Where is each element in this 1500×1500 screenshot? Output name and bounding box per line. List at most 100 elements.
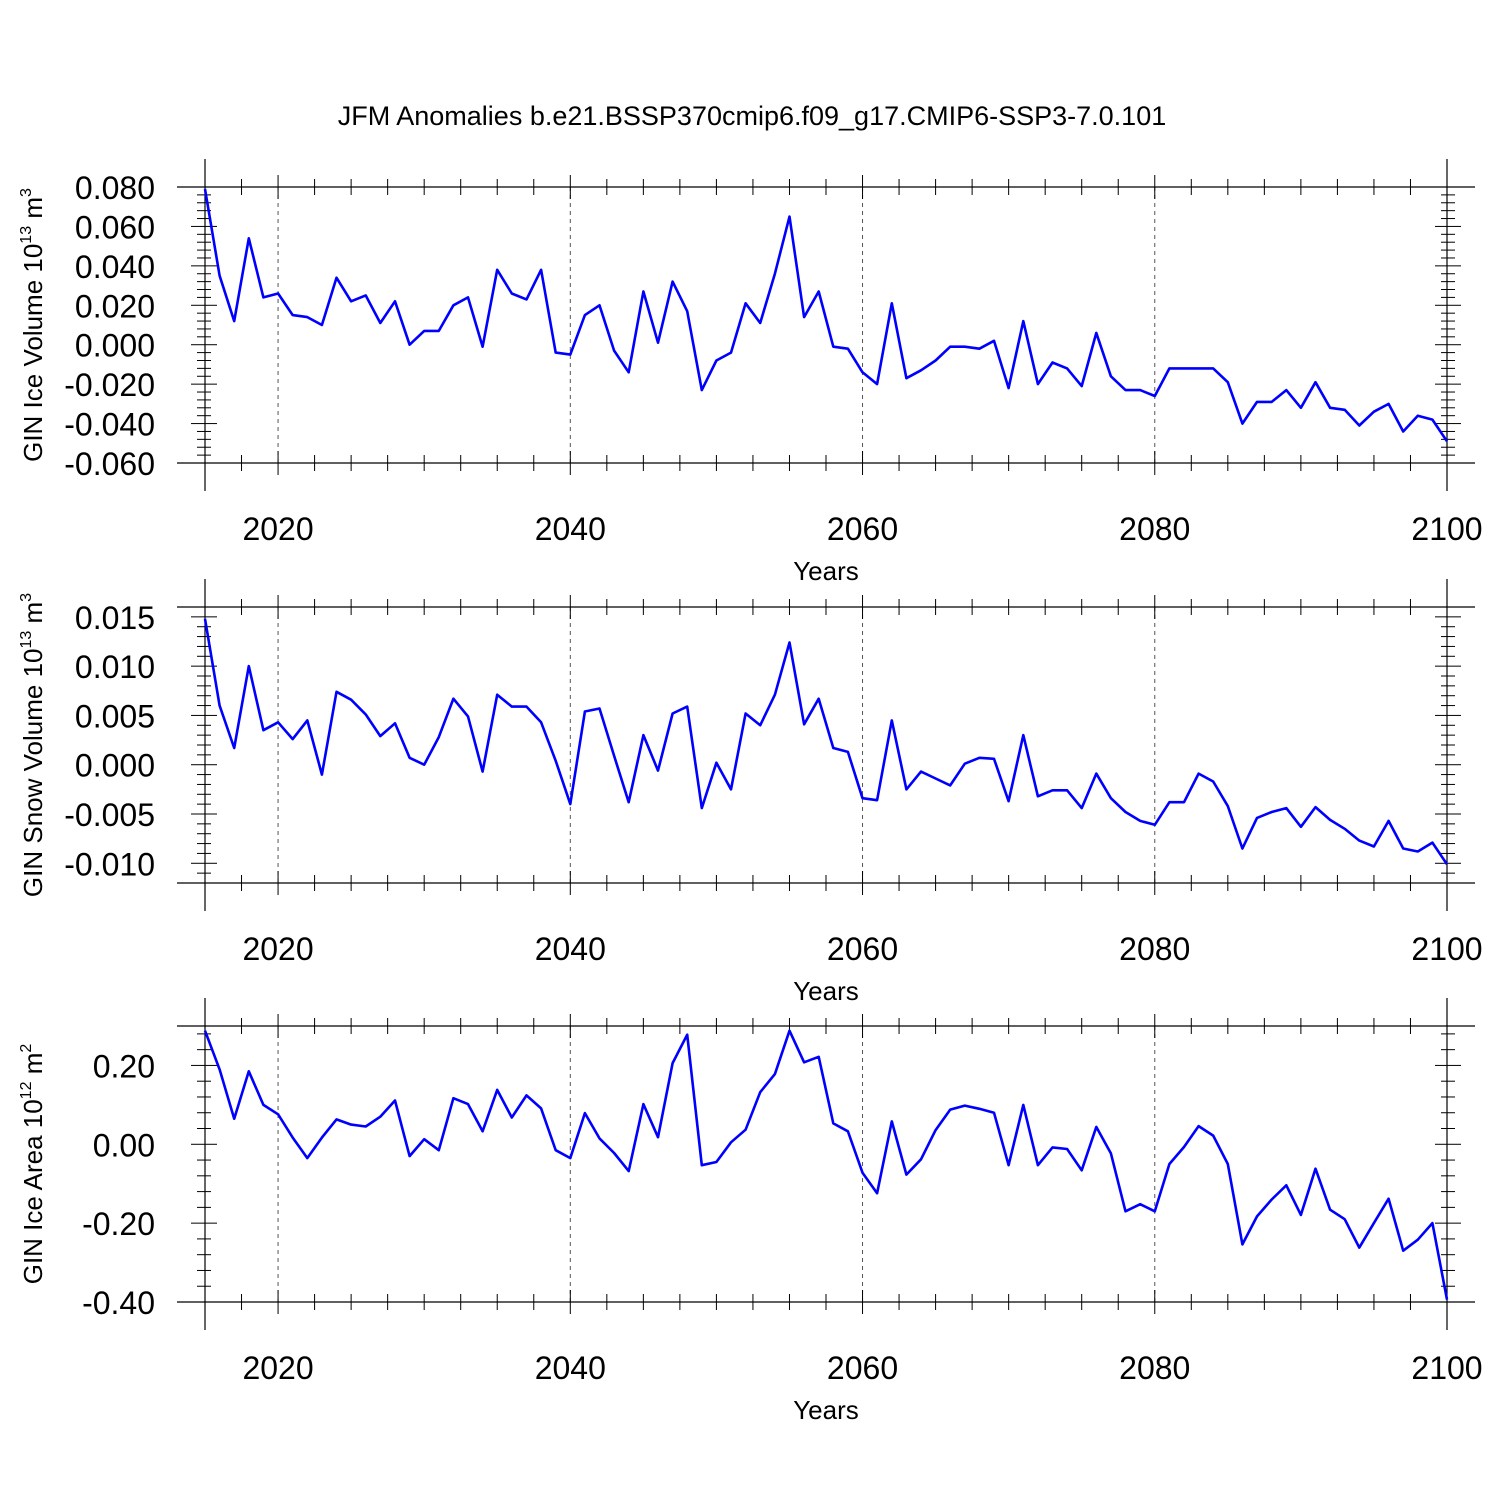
ice-volume-data-point (1417, 414, 1419, 416)
ice-volume-data-point (1022, 320, 1024, 322)
ice-volume-data-point (335, 276, 337, 278)
snow-volume-data-point (613, 755, 615, 757)
ice-area-data-point (759, 1091, 761, 1093)
ice-volume-data-point (1373, 411, 1375, 413)
ice-volume-data-point (365, 294, 367, 296)
ice-area-data-point (525, 1094, 527, 1096)
ice-volume-data-point (788, 215, 790, 217)
ice-volume-data-point (1358, 424, 1360, 426)
ice-volume-data-point (481, 345, 483, 347)
ice-volume-data-point (686, 310, 688, 312)
ice-volume-data-point (1095, 332, 1097, 334)
ice-volume-data-point (613, 349, 615, 351)
ice-volume-xtick-label: 2100 (1411, 511, 1482, 547)
ice-area-data-point (1110, 1152, 1112, 1154)
ice-volume-data-point (452, 304, 454, 306)
ice-area-data-point (496, 1089, 498, 1091)
ice-area-data-point (891, 1120, 893, 1122)
ice-volume-data-point (525, 298, 527, 300)
ice-area-ylabel-part: 2 (18, 1044, 35, 1053)
snow-volume-ytick-label: 0.010 (75, 649, 155, 685)
ice-volume-ytick-label: -0.060 (64, 446, 155, 482)
ice-volume-data-point (569, 353, 571, 355)
ice-area-data-point (1256, 1215, 1258, 1217)
ice-volume-data-point (964, 345, 966, 347)
ice-area-data-point (1197, 1125, 1199, 1127)
ice-area-data-point (1154, 1210, 1156, 1212)
ice-area-data-point (788, 1030, 790, 1032)
ice-area-ylabel-part: m (18, 1053, 48, 1082)
ice-volume-data-point (438, 330, 440, 332)
ice-area-data-point (1373, 1222, 1375, 1224)
ice-volume-data-point (920, 369, 922, 371)
snow-volume-data-point (262, 729, 264, 731)
ice-volume-data-point (657, 342, 659, 344)
snow-volume-data-point (540, 721, 542, 723)
ice-area-data-point (1446, 1298, 1448, 1300)
snow-volume-data-point (233, 747, 235, 749)
ice-volume-data-point (511, 292, 513, 294)
ice-area-data-point (1314, 1168, 1316, 1170)
ice-volume-ytick-label: -0.040 (64, 407, 155, 443)
snow-volume-ytick-label: 0.015 (75, 600, 155, 636)
ice-area-data-point (978, 1108, 980, 1110)
snow-volume-data-point (628, 801, 630, 803)
ice-area-ylabel: GIN Ice Area 1012 m2 (18, 1044, 48, 1285)
ice-area-ylabel-part: GIN Ice Area 10 (18, 1099, 48, 1284)
ice-volume-xtick-label: 2080 (1119, 511, 1190, 547)
ice-area-data-point (1095, 1126, 1097, 1128)
ice-area-data-point (701, 1164, 703, 1166)
ice-area-data-point (993, 1112, 995, 1114)
snow-volume-data-point (1387, 820, 1389, 822)
ice-volume-data-point (817, 290, 819, 292)
snow-volume-xtick-label: 2080 (1119, 931, 1190, 967)
ice-area-ytick-label: -0.40 (82, 1285, 155, 1321)
ice-area-data-point (467, 1103, 469, 1105)
ice-volume-ylabel-part: 3 (18, 188, 35, 197)
ice-area-data-point (920, 1158, 922, 1160)
ice-volume-data-point (554, 351, 556, 353)
snow-volume-ytick-label: -0.005 (64, 797, 155, 833)
ice-area-xtick-label: 2100 (1411, 1350, 1482, 1386)
ice-area-data-point (394, 1099, 396, 1101)
ice-area-data-point (365, 1125, 367, 1127)
ice-area-data-point (1139, 1203, 1141, 1205)
snow-volume-panel: 0.015 0.010 0.005 0.000 -0.005 -0.010 2020 2040… (18, 579, 1483, 1006)
ice-volume-data-point (1066, 367, 1068, 369)
snow-volume-data-point (438, 736, 440, 738)
ice-volume-data-point (218, 275, 220, 277)
ice-area-data-point (642, 1103, 644, 1105)
ice-area-xtick-label: 2040 (535, 1350, 606, 1386)
ice-volume-data-point (1387, 403, 1389, 405)
ice-area-data-point (306, 1157, 308, 1159)
ice-area-data-point (350, 1123, 352, 1125)
snow-volume-data-point (964, 763, 966, 765)
ice-volume-data-point (394, 300, 396, 302)
ice-area-data-point (905, 1173, 907, 1175)
snow-volume-data-point (1358, 839, 1360, 841)
ice-area-data-point (1431, 1222, 1433, 1224)
ice-area-data-point (934, 1129, 936, 1131)
snow-volume-data-point (1417, 850, 1419, 852)
ice-area-data-point (423, 1138, 425, 1140)
ice-area-data-point (379, 1115, 381, 1117)
ice-area-xtick-label: 2060 (827, 1350, 898, 1386)
ice-area-data-point (218, 1068, 220, 1070)
ice-volume-data-point (1037, 383, 1039, 385)
ice-volume-ytick-label: 0.060 (75, 209, 155, 245)
snow-volume-data-point (1007, 800, 1009, 802)
ice-area-data-point (671, 1062, 673, 1064)
ice-area-data-point (861, 1171, 863, 1173)
ice-area-data-point (847, 1130, 849, 1132)
snow-volume-data-point (584, 710, 586, 712)
snow-volume-ytick-label: 0.000 (75, 748, 155, 784)
snow-volume-data-point (1431, 841, 1433, 843)
ice-volume-series-line (203, 188, 1449, 443)
snow-volume-data-point (1022, 734, 1024, 736)
snow-volume-data-point (803, 723, 805, 725)
ice-area-data-point (628, 1170, 630, 1172)
snow-volume-data-point (1066, 789, 1068, 791)
ice-volume-data-point (1300, 407, 1302, 409)
snow-volume-data-point (365, 713, 367, 715)
